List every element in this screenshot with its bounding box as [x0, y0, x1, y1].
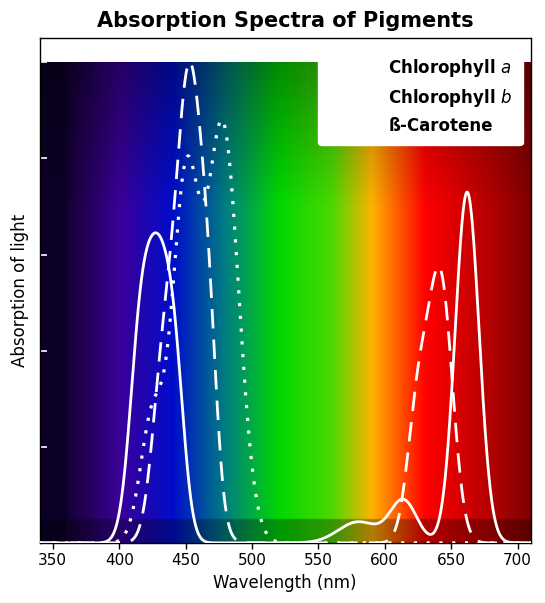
- Y-axis label: Absorption of light: Absorption of light: [11, 214, 29, 367]
- X-axis label: Wavelength (nm): Wavelength (nm): [214, 574, 357, 592]
- Legend: Chlorophyll $a$, Chlorophyll $b$, ß-Carotene: Chlorophyll $a$, Chlorophyll $b$, ß-Caro…: [318, 46, 523, 145]
- Title: Absorption Spectra of Pigments: Absorption Spectra of Pigments: [97, 11, 474, 31]
